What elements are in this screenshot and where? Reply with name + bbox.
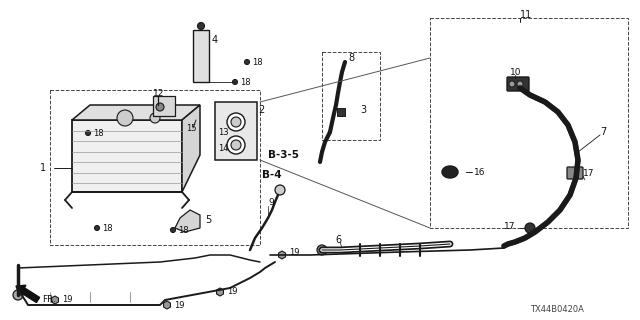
Text: 14: 14	[218, 143, 228, 153]
Text: 10: 10	[510, 68, 522, 76]
Text: 9: 9	[268, 197, 274, 206]
Bar	[72, 120, 182, 192]
Text: 3: 3	[360, 105, 366, 115]
Text: 17: 17	[504, 221, 515, 230]
Text: 15: 15	[186, 124, 196, 132]
Text: 18: 18	[240, 77, 251, 86]
Bar	[153, 96, 175, 116]
Polygon shape	[72, 105, 200, 120]
Text: TX44B0420A: TX44B0420A	[530, 306, 584, 315]
Bar	[50, 90, 260, 245]
Circle shape	[525, 223, 535, 233]
Text: 13: 13	[218, 127, 228, 137]
Circle shape	[227, 136, 245, 154]
Circle shape	[275, 185, 285, 195]
Circle shape	[231, 140, 241, 150]
Text: 5: 5	[205, 215, 211, 225]
Polygon shape	[175, 210, 200, 232]
Circle shape	[117, 110, 133, 126]
Text: B-4: B-4	[262, 170, 282, 180]
FancyBboxPatch shape	[507, 77, 529, 91]
Circle shape	[509, 81, 515, 87]
Circle shape	[198, 22, 205, 29]
Circle shape	[317, 245, 327, 255]
Text: 12: 12	[153, 89, 164, 98]
Circle shape	[95, 226, 99, 230]
Text: 8: 8	[348, 53, 354, 63]
Circle shape	[150, 113, 160, 123]
Text: 7: 7	[600, 127, 606, 137]
Circle shape	[170, 228, 175, 233]
Bar	[337, 108, 345, 116]
Circle shape	[13, 290, 23, 300]
FancyArrow shape	[16, 285, 40, 302]
Text: 18: 18	[102, 223, 113, 233]
Bar	[430, 18, 628, 228]
Bar	[193, 30, 209, 82]
Text: B-3-5: B-3-5	[268, 150, 299, 160]
Polygon shape	[182, 105, 200, 192]
Text: 11: 11	[520, 10, 532, 20]
Circle shape	[232, 79, 237, 84]
Ellipse shape	[442, 166, 458, 178]
Text: 18: 18	[93, 129, 104, 138]
Text: FR.: FR.	[42, 295, 56, 305]
Text: 18: 18	[252, 58, 262, 67]
Text: 2: 2	[258, 105, 264, 115]
Text: 4: 4	[212, 35, 218, 45]
Circle shape	[227, 113, 245, 131]
Bar	[215, 102, 257, 160]
Text: 18: 18	[178, 226, 189, 235]
Circle shape	[156, 103, 164, 111]
Text: 17: 17	[583, 169, 595, 178]
Text: 1: 1	[40, 163, 46, 173]
Circle shape	[86, 131, 90, 135]
FancyBboxPatch shape	[567, 167, 583, 179]
Text: 16: 16	[474, 167, 486, 177]
Text: 19: 19	[289, 247, 300, 257]
Text: 19: 19	[227, 287, 237, 297]
Circle shape	[231, 117, 241, 127]
Text: 19: 19	[62, 295, 72, 305]
Circle shape	[517, 81, 523, 87]
Circle shape	[244, 60, 250, 65]
Text: 19: 19	[174, 300, 184, 309]
Bar	[322, 52, 380, 140]
Text: 6: 6	[335, 235, 341, 245]
